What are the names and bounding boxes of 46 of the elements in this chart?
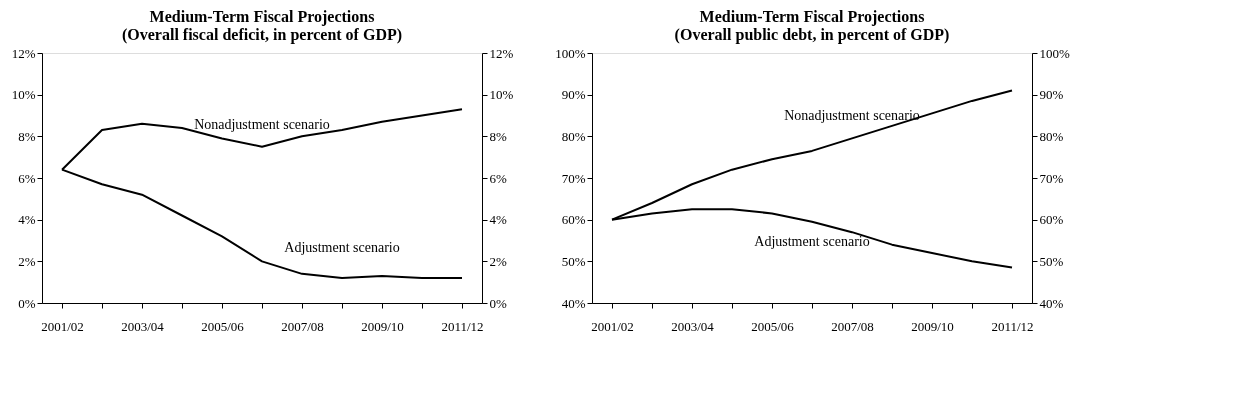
x-tick-label: 2007/08 (831, 318, 874, 334)
y2-tick-label: 0% (489, 295, 507, 311)
x-tick-label: 2007/08 (281, 318, 324, 334)
y2-tick-label: 70% (1039, 170, 1064, 186)
series-label: Adjustment scenario (754, 233, 870, 249)
x-tick-label: 2009/10 (361, 318, 404, 334)
y-tick-label: 80% (561, 128, 586, 144)
y-tick-label: 2% (18, 253, 36, 269)
y2-tick-label: 2% (489, 253, 507, 269)
y2-tick-label: 80% (1039, 128, 1064, 144)
y-tick-label: 6% (18, 170, 36, 186)
y-tick-label: 40% (561, 295, 586, 311)
y-tick-label: 70% (561, 170, 586, 186)
y-tick-label: 4% (18, 212, 36, 228)
x-tick-label: 2003/04 (121, 318, 165, 334)
y2-tick-label: 6% (489, 170, 507, 186)
y-tick-label: 60% (561, 212, 586, 228)
y-tick-label: 10% (11, 87, 36, 103)
y2-tick-label: 10% (489, 87, 514, 103)
y2-tick-label: 12% (489, 45, 514, 61)
y2-tick-label: 60% (1039, 212, 1064, 228)
x-tick-label: 2001/02 (591, 318, 634, 334)
x-tick-label: 2005/06 (201, 318, 245, 334)
y2-tick-label: 50% (1039, 253, 1064, 269)
x-tick-label: 2003/04 (671, 318, 715, 334)
x-tick-label: 2011/12 (991, 318, 1034, 334)
x-tick-label: 2001/02 (41, 318, 84, 334)
y2-tick-label: 40% (1039, 295, 1064, 311)
x-tick-label: 2005/06 (751, 318, 795, 334)
y-tick-label: 100% (555, 45, 586, 61)
x-tick-label: 2009/10 (911, 318, 954, 334)
y-tick-label: 0% (18, 295, 36, 311)
y2-tick-label: 90% (1039, 87, 1064, 103)
chart-title: Medium-Term Fiscal Projections (Overall fiscal deficit, in percent of GDP) (121, 8, 403, 44)
y-tick-label: 12% (11, 45, 36, 61)
series-label: Nonadjustment scenario (194, 116, 330, 132)
series-label: Nonadjustment scenario (784, 108, 920, 124)
chart-title: Medium-Term Fiscal Projections (Overall public debt, in percent of GDP) (674, 8, 950, 44)
y-tick-label: 50% (561, 253, 586, 269)
y2-tick-label: 8% (489, 128, 507, 144)
y2-tick-label: 100% (1039, 45, 1070, 61)
y-tick-label: 90% (561, 87, 586, 103)
series-label: Adjustment scenario (284, 240, 400, 255)
y2-tick-label: 4% (489, 212, 507, 228)
y-tick-label: 8% (18, 128, 36, 144)
x-tick-label: 2011/12 (441, 318, 484, 334)
